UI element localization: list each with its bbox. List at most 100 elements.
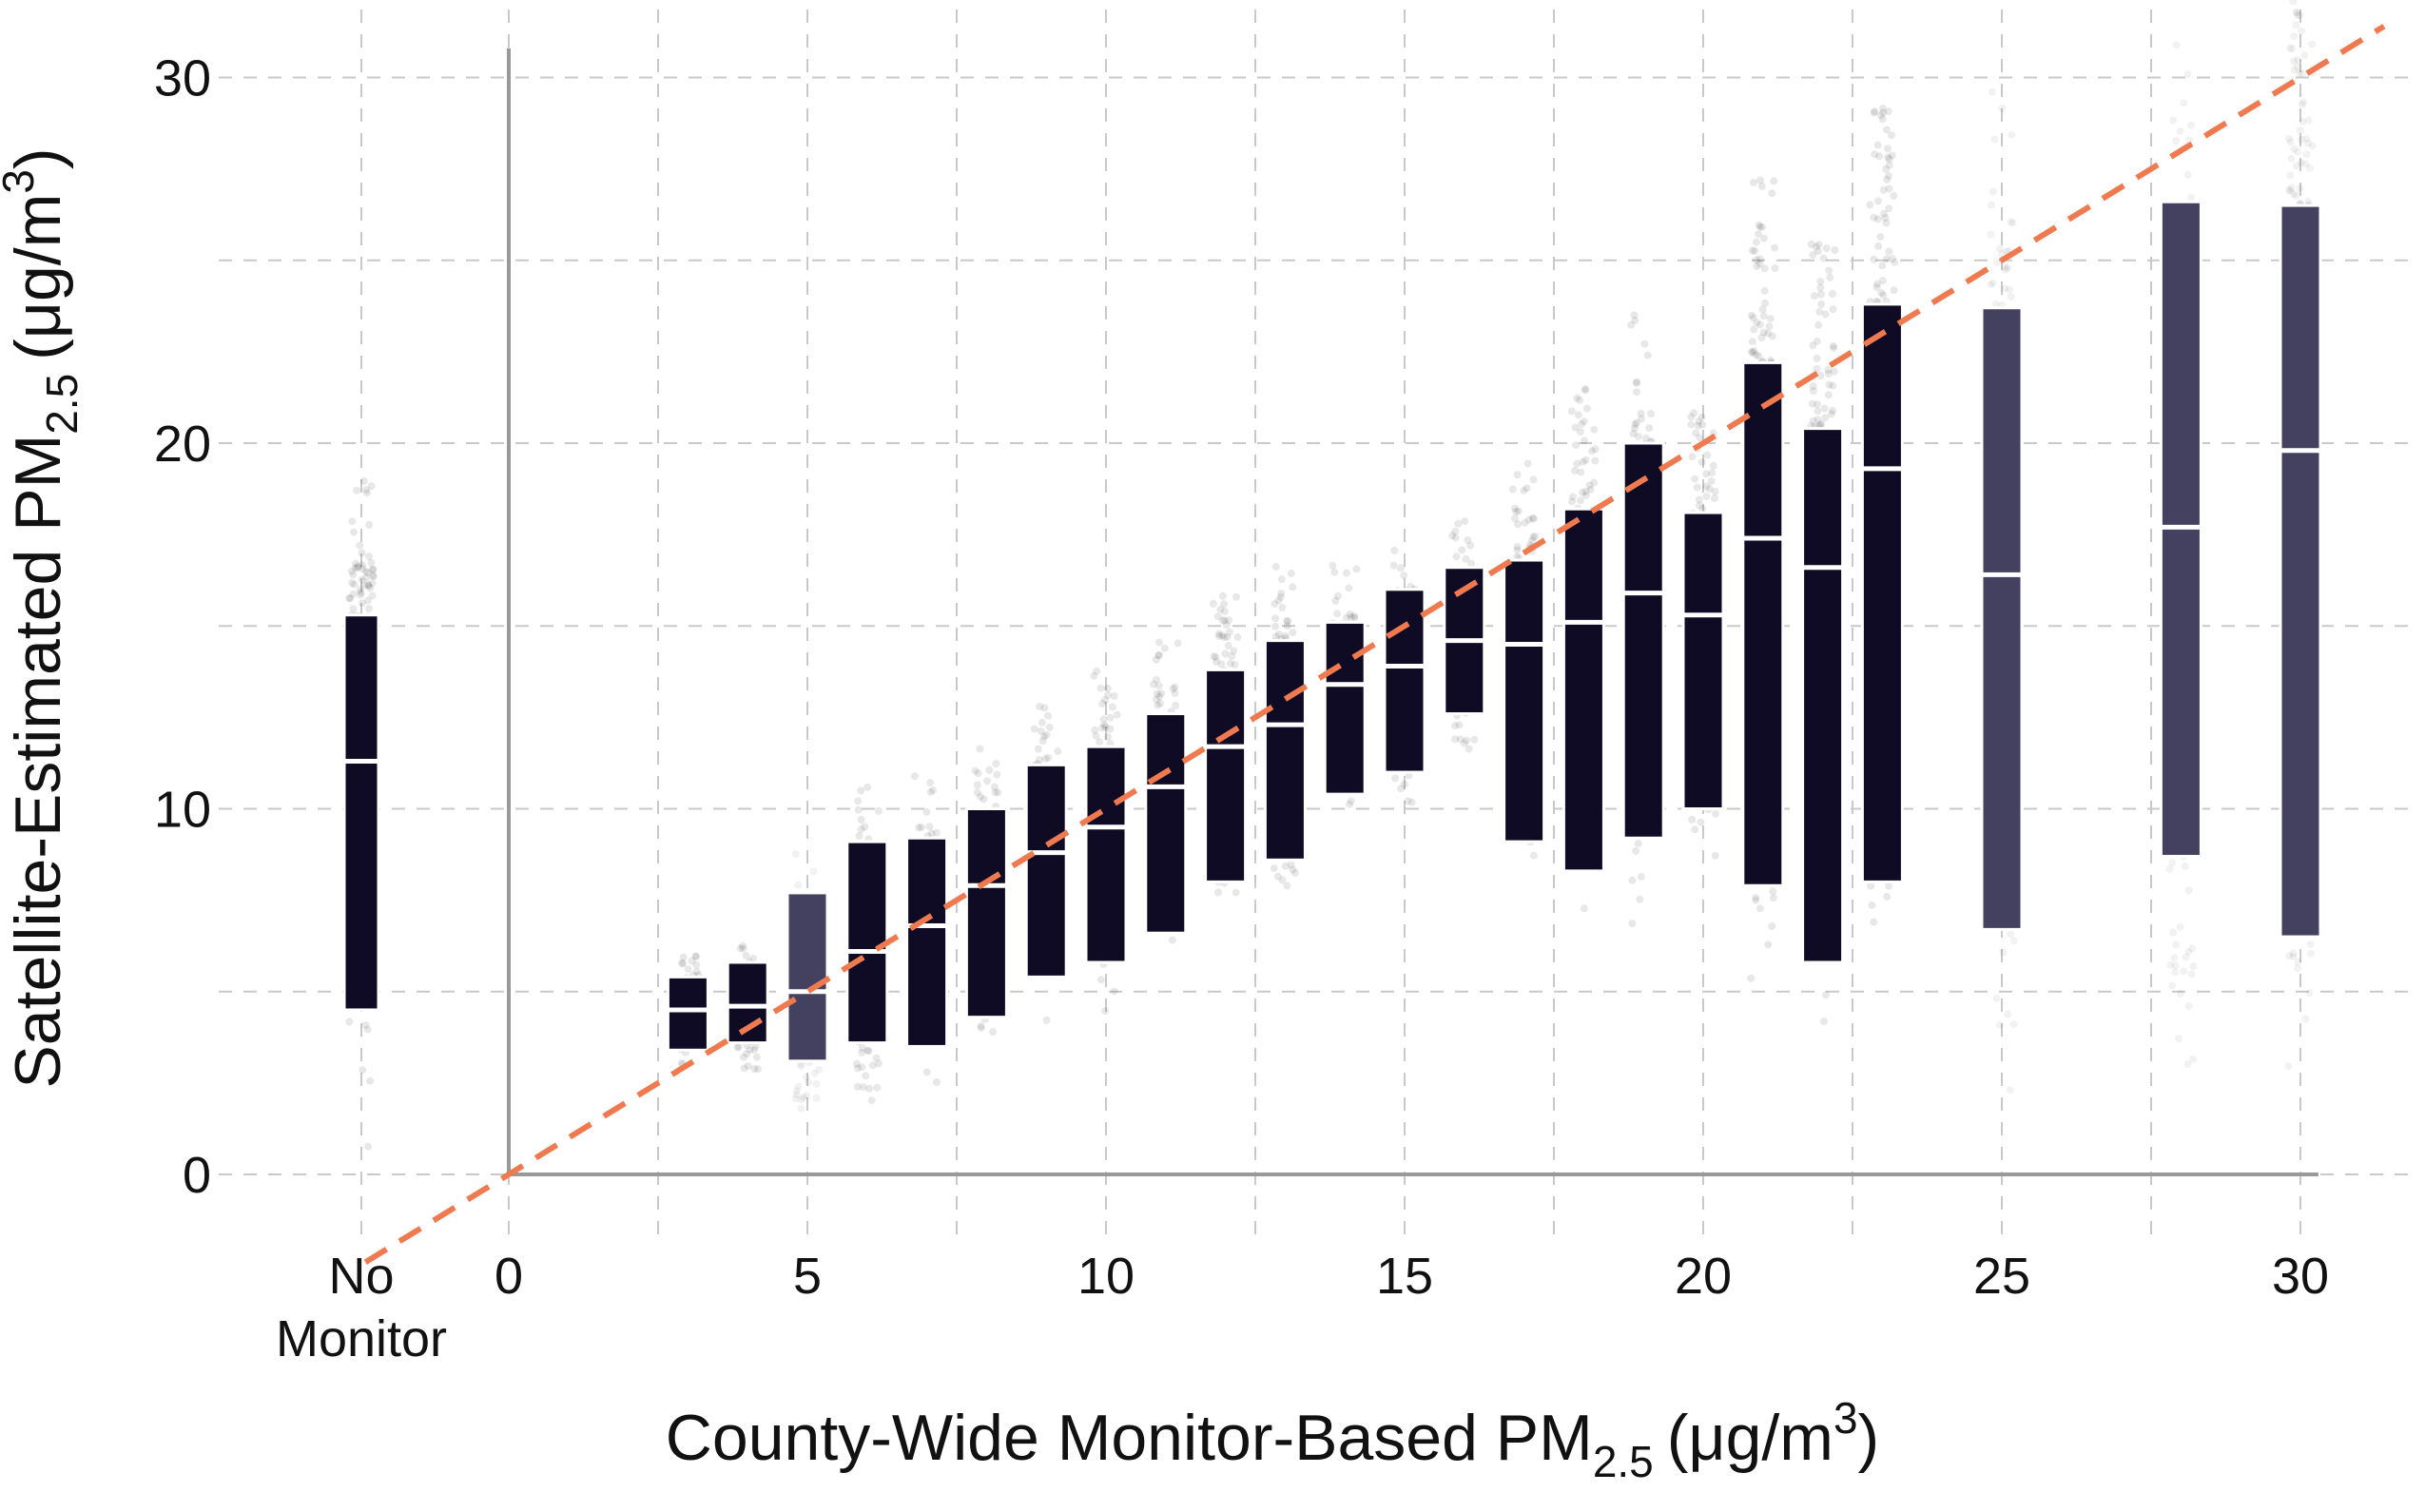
scatter-point — [1712, 809, 1719, 818]
scatter-point — [1103, 733, 1112, 741]
scatter-point — [1571, 423, 1580, 432]
scatter-point — [2009, 1020, 2018, 1029]
scatter-point — [1995, 244, 2004, 253]
scatter-point — [812, 1079, 821, 1088]
scatter-point — [1755, 221, 1763, 229]
scatter-point — [991, 788, 999, 797]
scatter-point — [1343, 613, 1350, 622]
scatter-point — [1226, 659, 1234, 668]
scatter-point — [863, 1046, 872, 1055]
scatter-point — [1698, 458, 1706, 466]
scatter-point — [1992, 300, 2000, 308]
scatter-point — [1878, 104, 1887, 112]
scatter-point — [2289, 0, 2298, 6]
scatter-point — [1333, 610, 1342, 618]
scatter-point — [857, 825, 865, 834]
scatter-point — [2301, 160, 2310, 168]
scatter-point — [1816, 420, 1825, 429]
scatter-point — [1890, 191, 1898, 200]
scatter-point — [1212, 653, 1220, 662]
scatter-point — [1771, 243, 1778, 252]
scatter-point — [364, 1142, 372, 1151]
scatter-point — [1223, 633, 1232, 642]
scatter-point — [932, 1078, 941, 1086]
scatter-point — [1150, 680, 1157, 688]
scatter-point — [797, 1104, 805, 1113]
scatter-point — [1529, 475, 1538, 484]
scatter-point — [1876, 233, 1885, 242]
scatter-point — [1571, 467, 1580, 475]
scatter-point — [362, 486, 371, 494]
scatter-point — [1750, 346, 1758, 355]
scatter-point — [2302, 134, 2311, 143]
scatter-point — [1629, 430, 1638, 437]
scatter-point — [1463, 736, 1471, 745]
scatter-point — [1578, 420, 1586, 428]
scatter-point — [980, 795, 988, 804]
scatter-point — [1992, 994, 2001, 1002]
scatter-point — [1157, 689, 1166, 698]
scatter-point — [1274, 596, 1283, 605]
scatter-point — [2292, 9, 2300, 17]
scatter-point — [1152, 695, 1160, 704]
scatter-point — [2298, 69, 2306, 78]
scatter-point — [992, 760, 1000, 768]
scatter-point — [1277, 575, 1286, 584]
scatter-point — [1871, 150, 1879, 159]
scatter-point — [1888, 151, 1896, 160]
scatter-point — [1768, 922, 1776, 930]
scatter-point — [742, 952, 750, 960]
scatter-point — [734, 1042, 743, 1051]
scatter-point — [1579, 488, 1587, 496]
scatter-point — [1688, 453, 1697, 461]
scatter-point — [1878, 277, 1887, 285]
scatter-point — [1760, 234, 1768, 242]
scatter-point — [1816, 278, 1825, 285]
scatter-point — [1154, 638, 1163, 647]
scatter-point — [1885, 155, 1893, 164]
scatter-point — [349, 590, 358, 598]
scatter-point — [2172, 41, 2181, 49]
scatter-point — [1873, 141, 1882, 149]
scatter-point — [1749, 348, 1757, 357]
scatter-point — [868, 1061, 877, 1070]
scatter-point — [1816, 290, 1825, 299]
scatter-point — [2299, 98, 2308, 107]
scatter-point — [862, 1072, 870, 1080]
scatter-point — [1037, 727, 1045, 735]
scatter-point — [1828, 289, 1836, 298]
scatter-point — [2294, 958, 2302, 966]
scatter-point — [854, 805, 863, 814]
scatter-point — [1711, 487, 1719, 495]
scatter-point — [1454, 519, 1463, 528]
scatter-point — [2006, 1086, 2014, 1095]
scatter-point — [867, 1096, 876, 1105]
scatter-point — [1038, 737, 1047, 746]
scatter-point — [1228, 652, 1236, 661]
scatter-point — [994, 788, 1002, 797]
scatter-point — [1529, 851, 1538, 860]
scatter-point — [917, 824, 925, 831]
scatter-point — [993, 770, 1001, 779]
scatter-point — [1820, 404, 1829, 413]
scatter-point — [346, 594, 355, 602]
scatter-point — [1809, 251, 1817, 260]
scatter-point — [910, 772, 919, 781]
scatter-point — [1038, 718, 1046, 727]
scatter-point — [1702, 482, 1711, 491]
scatter-point — [1643, 351, 1652, 359]
scatter-point — [1988, 187, 1997, 196]
scatter-point — [1333, 591, 1342, 600]
scatter-point — [2007, 293, 2015, 300]
scatter-point — [1885, 171, 1892, 180]
scatter-point — [1873, 280, 1881, 288]
scatter-point — [2292, 191, 2300, 200]
scatter-point — [1581, 386, 1589, 395]
scatter-point — [1092, 731, 1100, 740]
scatter-point — [1809, 381, 1817, 390]
scatter-point — [1698, 420, 1707, 429]
scatter-point — [1232, 592, 1240, 601]
scatter-point — [799, 1094, 807, 1102]
scatter-point — [2296, 184, 2304, 193]
scatter-point — [2187, 970, 2196, 979]
